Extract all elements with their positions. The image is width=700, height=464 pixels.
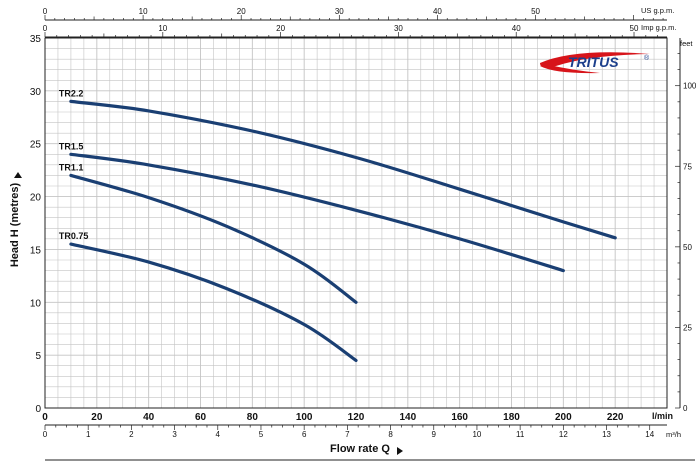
x-tick-label: 220 xyxy=(607,412,624,423)
m3h-tick-label: 8 xyxy=(388,430,393,439)
series-label-tr2-2: TR2.2 xyxy=(59,88,84,98)
imp-gpm-tick-label: 10 xyxy=(158,24,167,33)
curves: TR2.2 TR1.5 TR1.1 TR0.75 xyxy=(59,88,617,362)
series-label-tr1-5: TR1.5 xyxy=(59,141,84,151)
series-line-tr0-75 xyxy=(69,242,358,362)
right-axis: 0 25 50 75 100 xyxy=(675,38,697,413)
feet-tick-label: 100 xyxy=(683,82,697,91)
m3h-tick-label: 12 xyxy=(559,430,568,439)
logo-swoosh-lower xyxy=(540,64,600,74)
x-tick-label: 120 xyxy=(348,412,365,423)
grid xyxy=(45,38,667,408)
us-gpm-tick-label: 10 xyxy=(139,7,148,16)
x-unit-label: l/min xyxy=(652,411,673,421)
top-imp-label: Imp g.p.m. xyxy=(641,23,676,32)
y-tick-label: 25 xyxy=(30,140,42,151)
logo-text: TRITUS xyxy=(568,54,619,70)
feet-tick-label: 50 xyxy=(683,243,692,252)
logo-swoosh xyxy=(540,52,650,68)
us-gpm-tick-label: 40 xyxy=(433,7,442,16)
imp-gpm-tick-label: 50 xyxy=(630,24,639,33)
m3h-tick-label: 10 xyxy=(472,430,481,439)
x-tick-label: 40 xyxy=(143,412,155,423)
feet-label: feet xyxy=(680,39,693,48)
series-line-tr2-2 xyxy=(69,99,617,240)
x-axis-title: Flow rate Q xyxy=(330,443,390,455)
m3h-tick-label: 3 xyxy=(172,430,177,439)
left-axis: 0 5 10 15 20 25 30 35 xyxy=(30,34,42,415)
x-tick-label: 200 xyxy=(555,412,572,423)
us-gpm-tick-label: 30 xyxy=(335,7,344,16)
x-tick-label: 100 xyxy=(296,412,313,423)
m3h-tick-label: 6 xyxy=(302,430,307,439)
series-label-tr0-75: TR0.75 xyxy=(59,231,89,241)
us-gpm-tick-label: 20 xyxy=(237,7,246,16)
imp-gpm-tick-label: 20 xyxy=(276,24,285,33)
imp-gpm-tick-label: 30 xyxy=(394,24,403,33)
m3h-tick-label: 14 xyxy=(645,430,654,439)
y-tick-label: 15 xyxy=(30,245,42,256)
x-tick-label: 80 xyxy=(247,412,259,423)
x-tick-label: 140 xyxy=(399,412,416,423)
y-tick-label: 10 xyxy=(30,298,42,309)
us-gpm-tick-label: 0 xyxy=(43,7,48,16)
y-axis-title: Head H (metres) xyxy=(9,182,21,267)
x-tick-label: 20 xyxy=(91,412,103,423)
m3h-tick-label: 4 xyxy=(216,430,221,439)
top-axes: 0 10 20 30 40 50 0 10 20 30 40 50 xyxy=(43,7,667,38)
x-tick-label: 0 xyxy=(42,412,48,423)
m3h-tick-label: 2 xyxy=(129,430,134,439)
plot-frame xyxy=(44,37,668,409)
feet-tick-label: 25 xyxy=(683,323,692,332)
m3h-tick-label: 1 xyxy=(86,430,91,439)
imp-gpm-tick-label: 40 xyxy=(512,24,521,33)
y-tick-label: 35 xyxy=(30,34,42,45)
logo-mark: ® xyxy=(644,54,650,62)
x-axis-arrow-icon xyxy=(397,447,403,455)
series-line-tr1-5 xyxy=(69,152,565,273)
imp-gpm-tick-label: 0 xyxy=(43,24,48,33)
m3h-tick-label: 7 xyxy=(345,430,350,439)
feet-tick-label: 75 xyxy=(683,162,692,171)
series-label-tr1-1: TR1.1 xyxy=(59,162,84,172)
y-tick-label: 20 xyxy=(30,193,42,204)
x-tick-label: 180 xyxy=(503,412,520,423)
m3h-tick-label: 13 xyxy=(602,430,611,439)
y-axis-arrow-icon xyxy=(14,172,22,178)
m3h-label: m³/h xyxy=(666,430,681,439)
y-tick-label: 5 xyxy=(35,351,41,362)
tritus-logo: TRITUS ® xyxy=(540,52,650,74)
m3h-tick-label: 9 xyxy=(432,430,437,439)
us-gpm-tick-label: 50 xyxy=(531,7,540,16)
series-line-tr1-1 xyxy=(69,173,358,304)
m3h-tick-label: 11 xyxy=(516,430,525,439)
x-tick-label: 160 xyxy=(451,412,468,423)
feet-tick-label: 0 xyxy=(683,404,688,413)
y-tick-label: 0 xyxy=(35,404,41,415)
top-us-label: US g.p.m. xyxy=(641,6,674,15)
x-tick-label: 60 xyxy=(195,412,207,423)
y-tick-label: 30 xyxy=(30,87,42,98)
m3h-tick-label: 0 xyxy=(43,430,48,439)
m3h-tick-label: 5 xyxy=(259,430,264,439)
